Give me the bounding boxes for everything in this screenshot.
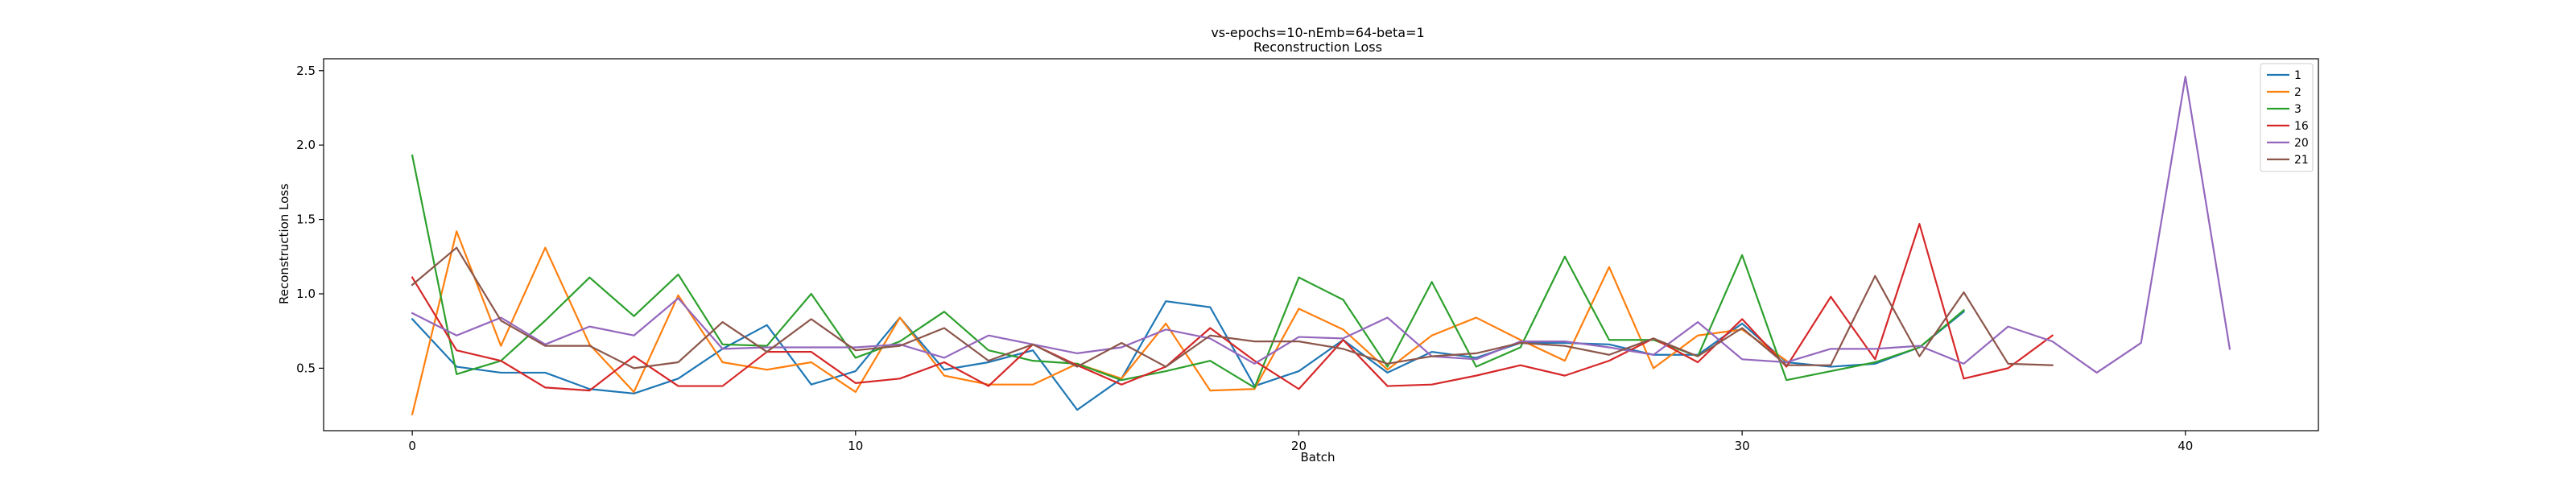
legend-box xyxy=(2260,63,2314,172)
legend-label-1: 1 xyxy=(2294,69,2301,82)
legend: 1 2 3 16 20 21 xyxy=(2260,63,2314,172)
plot-area: 0 10 20 30 40 0.5 1.0 1.5 2.0 2.5 xyxy=(296,58,2319,453)
series-line-3 xyxy=(411,154,1966,389)
plot-frame xyxy=(323,58,2319,431)
chart-title: vs-epochs=10-nEmb=64-beta=1 xyxy=(1211,25,1424,40)
x-axis-label: Batch xyxy=(1300,450,1335,464)
series-line-2 xyxy=(411,230,1788,415)
y-tick-label: 2.0 xyxy=(296,138,316,152)
chart-subtitle: Reconstruction Loss xyxy=(1253,39,1382,55)
series-line-20 xyxy=(411,76,2231,374)
x-tick-label: 40 xyxy=(2178,439,2193,453)
legend-label-2: 2 xyxy=(2294,86,2301,99)
x-tick-label: 0 xyxy=(408,439,416,453)
x-tick-label: 30 xyxy=(1735,439,1750,453)
legend-label-20: 20 xyxy=(2294,137,2309,150)
y-tick-label: 1.5 xyxy=(296,213,316,227)
x-tick-label: 20 xyxy=(1291,439,1307,453)
x-tick-label: 10 xyxy=(848,439,863,453)
y-tick-label: 1.0 xyxy=(296,287,316,301)
y-axis-label: Reconstruction Loss xyxy=(277,184,291,304)
legend-label-16: 16 xyxy=(2294,120,2309,133)
legend-label-21: 21 xyxy=(2294,154,2309,167)
y-tick-label: 2.5 xyxy=(296,64,316,78)
series-line-21 xyxy=(411,246,2054,369)
y-tick-label: 0.5 xyxy=(296,361,316,375)
legend-label-3: 3 xyxy=(2294,103,2301,116)
